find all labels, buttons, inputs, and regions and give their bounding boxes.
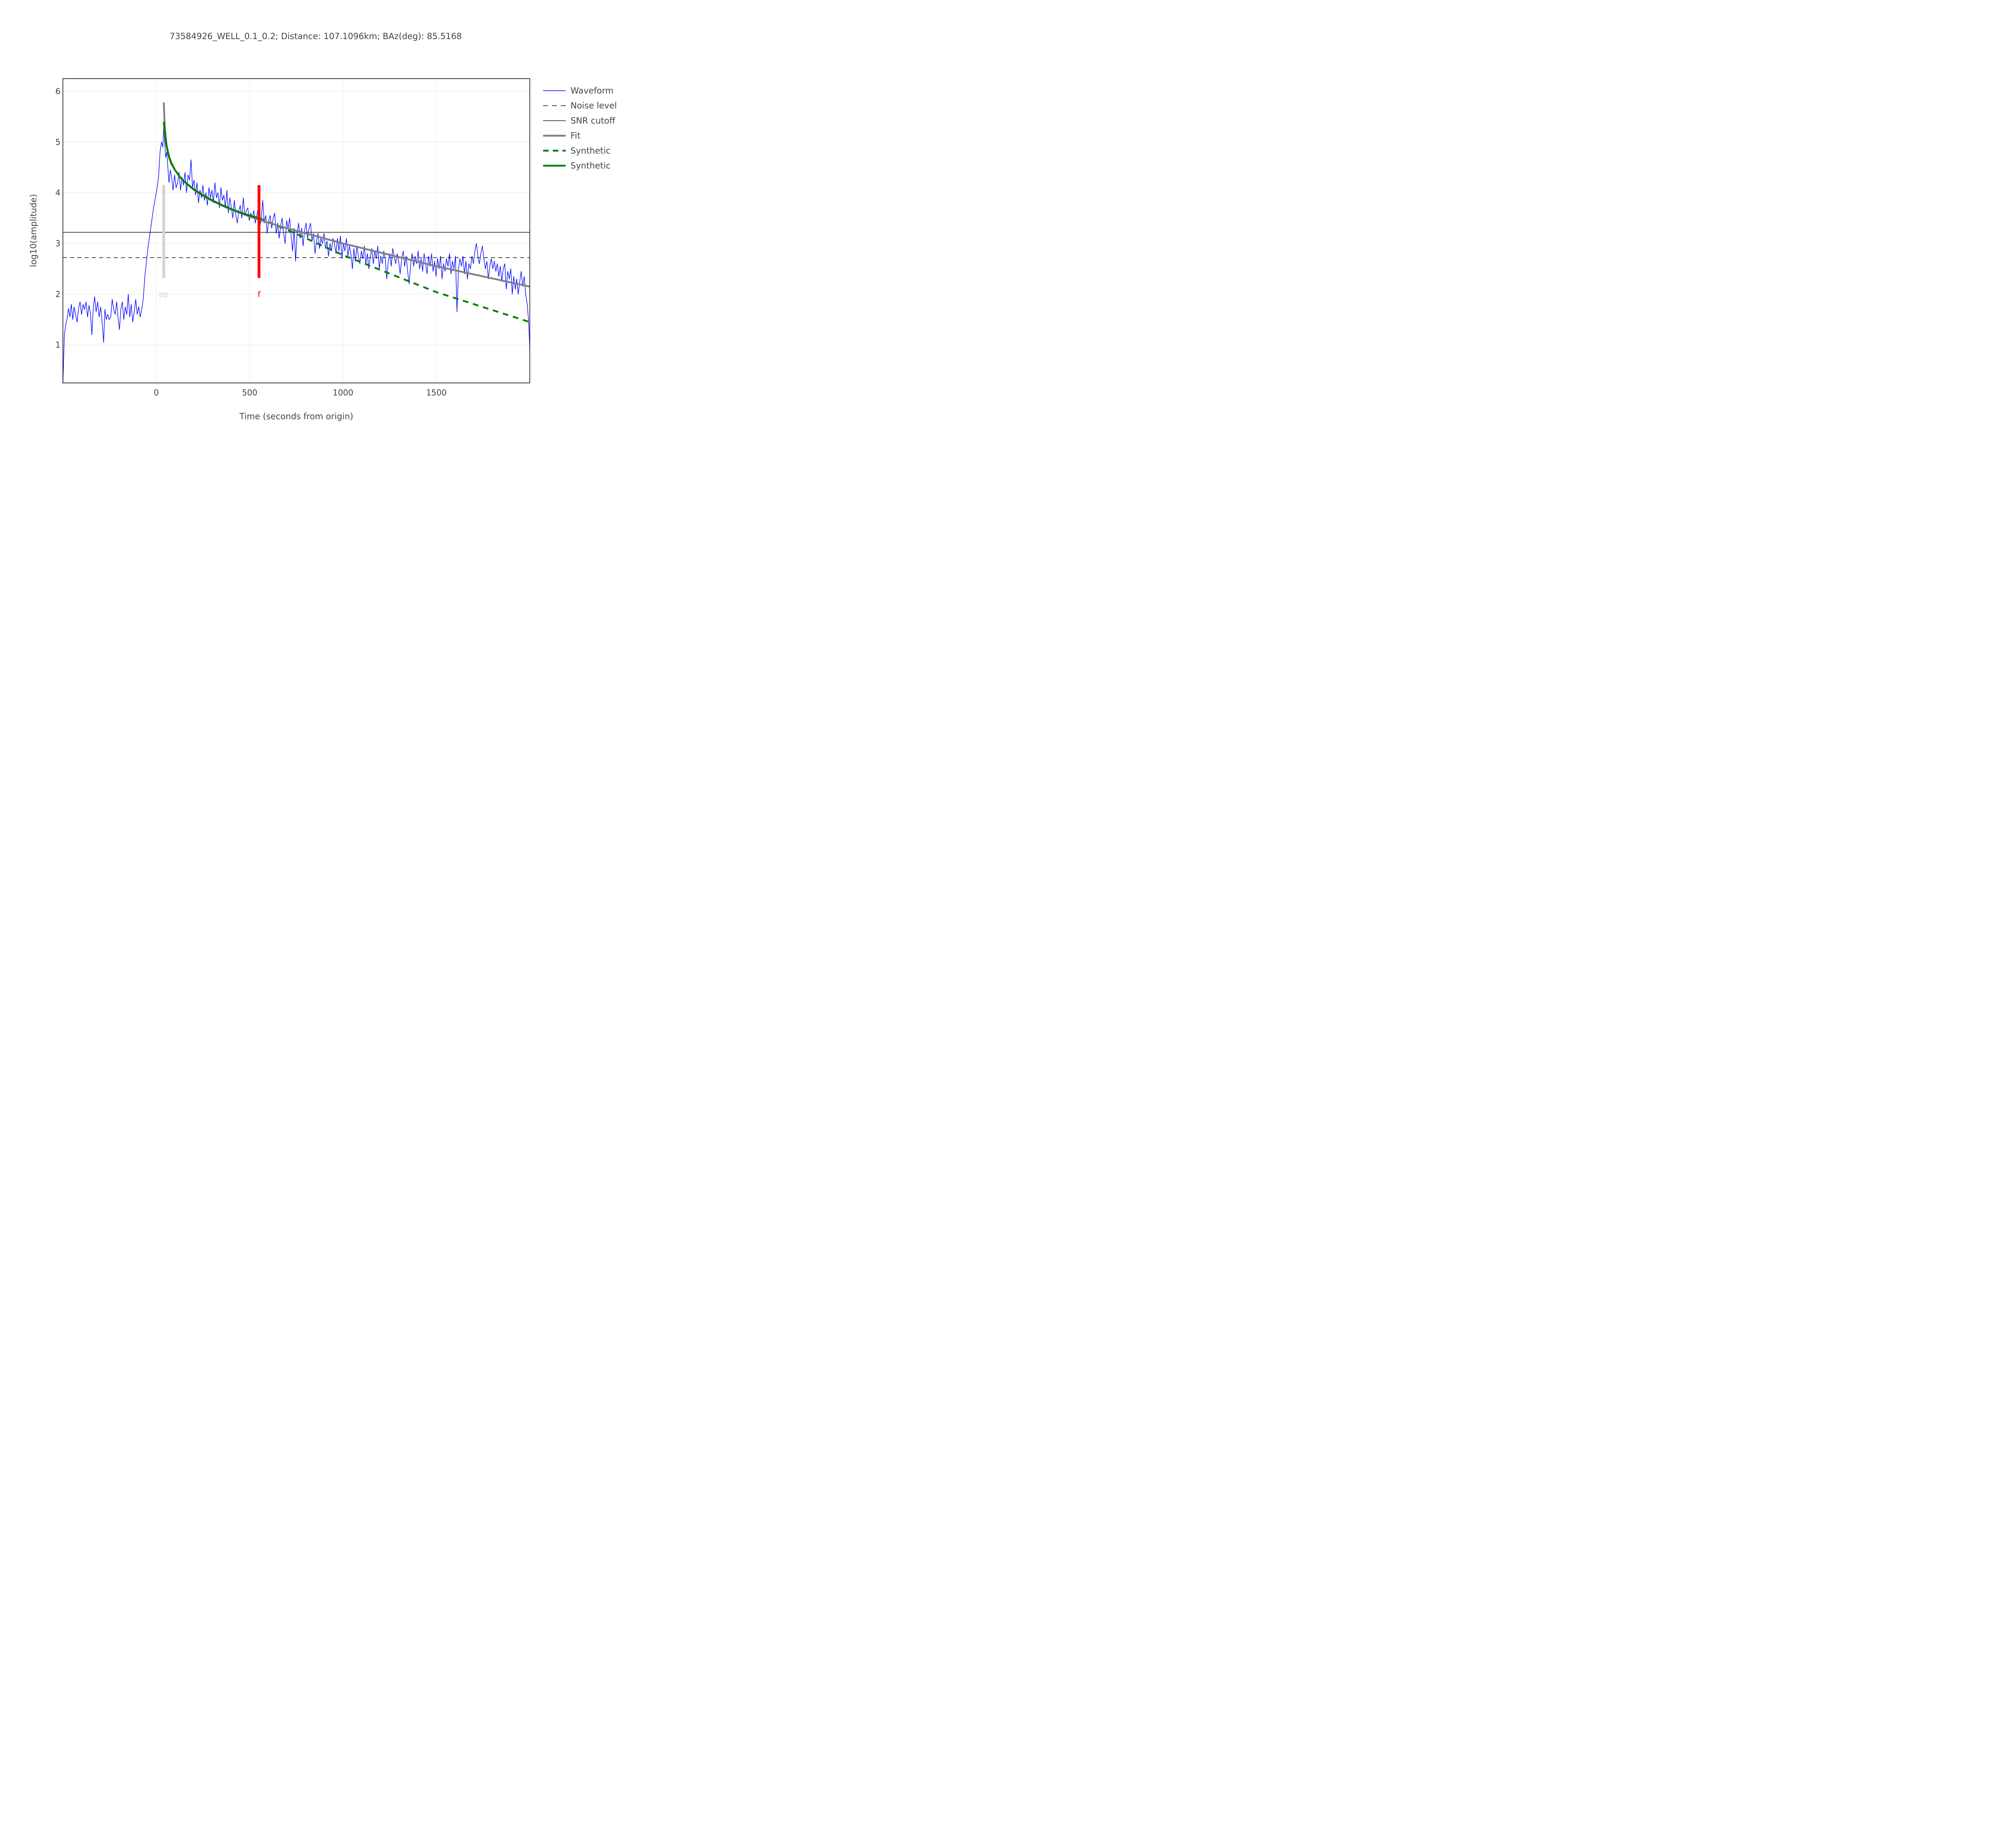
tick-labels: 0 500 1000 1500 1 2 3 4 5 6 xyxy=(55,86,447,397)
series-layer xyxy=(62,102,530,383)
x-tick-label: 500 xyxy=(242,388,257,397)
plot-frame xyxy=(62,78,530,383)
grid xyxy=(63,79,530,383)
marker-f-label: f xyxy=(258,289,261,299)
series-fit-line xyxy=(162,102,530,288)
x-tick-label: 1000 xyxy=(333,388,353,397)
series-synthetic-line xyxy=(162,121,259,219)
marker-layer: ap f xyxy=(159,185,261,299)
series-waveform-line xyxy=(62,126,530,383)
y-axis-label: log10(amplitude) xyxy=(29,194,38,267)
y-tick-label: 1 xyxy=(55,340,60,350)
y-tick-label: 3 xyxy=(55,239,60,248)
y-tick-label: 4 xyxy=(55,188,60,198)
legend-item-label: Waveform xyxy=(571,86,614,96)
legend-item-label: SNR cutoff xyxy=(571,116,615,125)
legend-item-label: Synthetic xyxy=(571,146,610,156)
x-tick-label: 1500 xyxy=(426,388,447,397)
y-tick-label: 5 xyxy=(55,137,60,147)
legend: Waveform Noise level SNR cutoff Fit Syntheti… xyxy=(543,86,617,171)
series-synthetic-line xyxy=(258,217,530,323)
y-tick-label: 2 xyxy=(55,289,60,299)
x-axis-label: Time (seconds from origin) xyxy=(239,412,353,421)
legend-item-label: Synthetic xyxy=(571,161,610,171)
legend-item-label: Fit xyxy=(571,131,581,141)
marker-ap-label: ap xyxy=(159,289,169,299)
chart-title: 73584926_WELL_0.1_0.2; Distance: 107.109… xyxy=(170,31,462,42)
y-tick-label: 6 xyxy=(55,86,60,96)
x-tick-label: 0 xyxy=(154,388,159,397)
legend-item-label: Noise level xyxy=(571,101,617,110)
chart: 73584926_WELL_0.1_0.2; Distance: 107.109… xyxy=(29,31,617,421)
